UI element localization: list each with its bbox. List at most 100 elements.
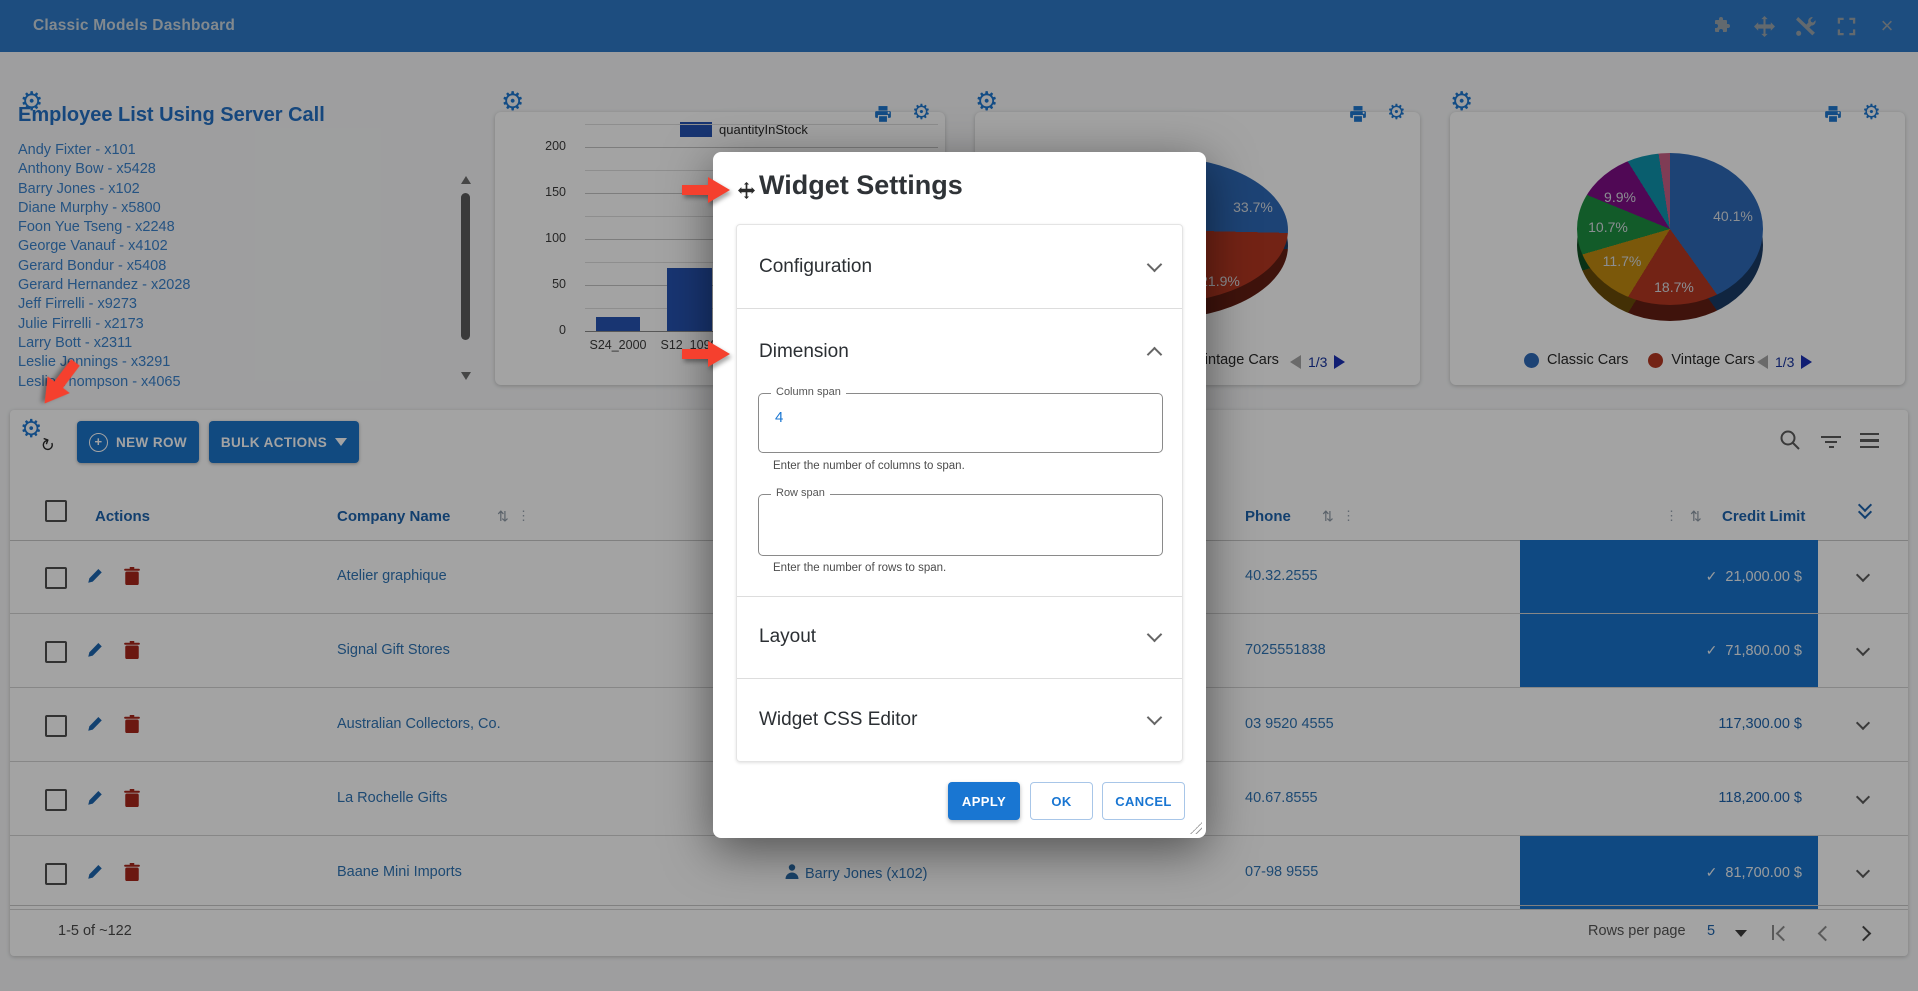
employee-widget-title: Employee List Using Server Call — [18, 104, 325, 126]
table-row: Atelier graphique 40.32.2555 ✓ 21,000.00 … — [10, 540, 1908, 614]
move-widgets-icon[interactable] — [1753, 15, 1775, 37]
delete-icon[interactable] — [124, 715, 140, 738]
row-checkbox[interactable] — [45, 789, 67, 811]
section-dimension[interactable]: Dimension Column span Enter the number o… — [737, 309, 1182, 597]
column-header-credit[interactable]: Credit Limit — [1722, 508, 1806, 525]
delete-icon[interactable] — [124, 567, 140, 590]
pie-right-settings-icon[interactable]: ⚙ — [1862, 101, 1881, 124]
scrollbar-thumb[interactable] — [461, 193, 470, 340]
fullscreen-icon[interactable] — [1835, 15, 1857, 37]
new-row-button[interactable]: + NEW ROW — [77, 421, 199, 463]
column-menu-icon[interactable]: ⋮ — [1342, 508, 1355, 523]
column-header-phone[interactable]: Phone — [1245, 508, 1291, 525]
dialog-resize-handle[interactable] — [1190, 822, 1202, 834]
row-checkbox[interactable] — [45, 715, 67, 737]
y-tick-label: 100 — [545, 231, 566, 245]
cancel-button[interactable]: CANCEL — [1102, 782, 1185, 820]
bar-legend-swatch — [680, 122, 712, 137]
chevron-up-icon[interactable] — [1146, 346, 1163, 363]
column-span-input[interactable] — [773, 408, 1147, 427]
phone-cell: 07-98 9555 — [1245, 864, 1319, 880]
next-page-icon[interactable] — [1801, 355, 1813, 369]
company-name-cell: Baane Mini Imports — [337, 864, 462, 880]
contact-cell: Barry Jones (x102) — [785, 864, 928, 883]
bar-widget-settings-icon[interactable]: ⚙ — [912, 101, 931, 124]
column-menu-icon[interactable]: ⋮ — [1665, 508, 1678, 523]
column-header-company[interactable]: Company Name — [337, 508, 451, 525]
employee-item[interactable]: Foon Yue Tseng - x2248 — [18, 219, 175, 236]
edit-icon[interactable] — [86, 863, 104, 886]
pie-left-gear-icon[interactable]: ⚙ — [975, 86, 999, 116]
page-indicator: 1/3 — [1308, 354, 1328, 370]
credit-limit-cell: ✓117,300.00 $ — [1718, 716, 1802, 732]
apply-button[interactable]: APPLY — [948, 782, 1020, 820]
filter-icon[interactable] — [1820, 436, 1842, 451]
employee-item[interactable]: Leslie Jennings - x3291 — [18, 354, 171, 371]
sort-icon[interactable]: ⇅ — [1690, 508, 1702, 524]
legend-label[interactable]: Classic Cars — [1547, 352, 1629, 368]
column-menu-icon[interactable]: ⋮ — [517, 508, 530, 523]
edit-icon[interactable] — [86, 789, 104, 812]
scroll-up-icon[interactable] — [461, 176, 471, 184]
chevron-down-icon[interactable] — [1146, 256, 1163, 273]
employee-item[interactable]: Anthony Bow - x5428 — [18, 161, 156, 178]
employee-item[interactable]: Diane Murphy - x5800 — [18, 199, 161, 216]
pie-left-settings-icon[interactable]: ⚙ — [1387, 101, 1406, 124]
pie-right-print-icon[interactable] — [1824, 106, 1842, 128]
pie-right-gear-icon[interactable]: ⚙ — [1450, 86, 1474, 116]
prev-page-icon[interactable] — [1290, 355, 1301, 369]
employee-item[interactable]: Gerard Bondur - x5408 — [18, 257, 167, 274]
close-app-icon[interactable]: × — [1880, 13, 1894, 38]
phone-cell: 7025551838 — [1245, 642, 1326, 658]
employee-item[interactable]: Julie Firrelli - x2173 — [18, 315, 144, 332]
pie-left-print-icon[interactable] — [1349, 106, 1367, 128]
scroll-down-icon[interactable] — [461, 372, 471, 380]
bulk-actions-button[interactable]: BULK ACTIONS — [209, 421, 359, 463]
rows-per-page-caret-icon[interactable] — [1735, 930, 1747, 937]
bar-s24-2000 — [596, 317, 640, 331]
employee-widget-gear-icon[interactable]: ⚙ — [20, 86, 44, 116]
rows-per-page-select[interactable]: 5 — [1707, 923, 1716, 939]
tools-icon[interactable] — [1794, 15, 1816, 37]
employee-item[interactable]: Andy Fixter - x101 — [18, 142, 136, 158]
edit-icon[interactable] — [86, 641, 104, 664]
edit-icon[interactable] — [86, 715, 104, 738]
table-widget-gear-icon[interactable]: ⚙ — [20, 415, 43, 443]
employee-item[interactable]: Barry Jones - x102 — [18, 180, 140, 197]
drag-handle-move-icon[interactable] — [738, 182, 755, 204]
delete-icon[interactable] — [124, 641, 140, 664]
pie-slice-label: 33.7% — [1233, 199, 1273, 215]
employee-item[interactable]: Jeff Firrelli - x9273 — [18, 296, 137, 313]
employee-item[interactable]: Gerard Hernandez - x2028 — [18, 277, 191, 294]
row-checkbox[interactable] — [45, 641, 67, 663]
x-tick-label: S24_2000 — [589, 338, 647, 352]
section-configuration[interactable]: Configuration — [737, 225, 1182, 309]
chevron-down-icon[interactable] — [1146, 626, 1163, 643]
section-css-editor[interactable]: Widget CSS Editor — [737, 679, 1182, 763]
bar-widget-gear-icon[interactable]: ⚙ — [501, 86, 525, 116]
chevron-down-icon[interactable] — [1146, 709, 1163, 726]
employee-item[interactable]: Larry Bott - x2311 — [18, 334, 133, 351]
table-menu-icon[interactable] — [1860, 433, 1879, 452]
sort-icon[interactable]: ⇅ — [497, 508, 509, 524]
edit-icon[interactable] — [86, 567, 104, 590]
puzzle-icon[interactable] — [1712, 15, 1734, 37]
section-layout[interactable]: Layout — [737, 597, 1182, 679]
next-page-icon[interactable] — [1334, 355, 1346, 369]
prev-page-icon[interactable] — [1757, 355, 1768, 369]
employee-item[interactable]: George Vanauf - x4102 — [18, 238, 168, 255]
legend-label[interactable]: Vintage Cars — [1195, 352, 1279, 368]
sort-icon[interactable]: ⇅ — [1322, 508, 1334, 524]
ok-button[interactable]: OK — [1030, 782, 1093, 820]
delete-icon[interactable] — [124, 863, 140, 886]
row-checkbox[interactable] — [45, 567, 67, 589]
row-span-input[interactable] — [773, 509, 1147, 528]
search-icon[interactable] — [1778, 428, 1802, 457]
select-all-checkbox[interactable] — [45, 500, 67, 522]
delete-icon[interactable] — [124, 789, 140, 812]
rows-per-page-label: Rows per page — [1588, 923, 1686, 939]
credit-limit-cell: ✓ 21,000.00 $ — [1520, 540, 1818, 613]
row-checkbox[interactable] — [45, 863, 67, 885]
legend-label[interactable]: Vintage Cars — [1671, 352, 1755, 368]
bar-widget-print-icon[interactable] — [874, 106, 892, 128]
